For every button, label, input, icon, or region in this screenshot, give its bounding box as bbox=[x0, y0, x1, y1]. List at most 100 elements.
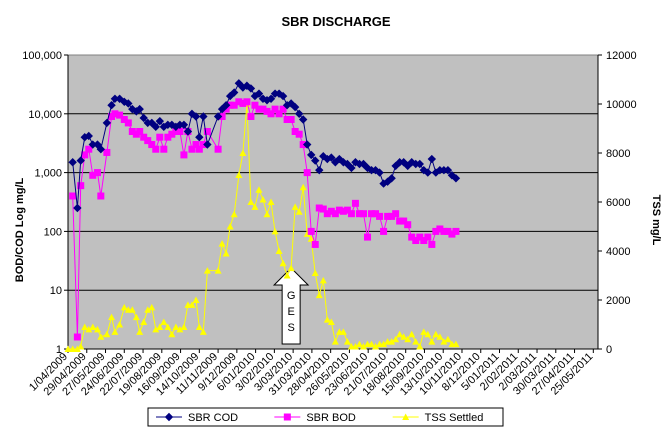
data-point-bod bbox=[319, 205, 327, 213]
data-point-tss bbox=[424, 330, 432, 338]
data-point-bod bbox=[97, 192, 105, 200]
data-point-tss bbox=[392, 335, 400, 343]
data-point-tss bbox=[287, 264, 295, 272]
data-point-cod bbox=[234, 79, 244, 88]
data-point-cod bbox=[375, 168, 384, 177]
data-point-cod bbox=[290, 102, 300, 112]
data-point-tss bbox=[388, 338, 396, 345]
data-point-bod bbox=[416, 233, 424, 241]
data-point-bod bbox=[136, 128, 144, 136]
data-point-cod bbox=[76, 156, 85, 165]
data-point-cod bbox=[229, 88, 239, 97]
y-tick-label: 1 bbox=[56, 344, 62, 356]
data-point-bod bbox=[343, 206, 351, 214]
data-point-cod bbox=[311, 156, 320, 165]
data-point-tss bbox=[136, 328, 144, 335]
data-point-bod bbox=[188, 145, 196, 153]
data-point-tss bbox=[235, 171, 243, 179]
data-point-cod bbox=[84, 131, 93, 141]
data-point-tss bbox=[420, 328, 428, 335]
data-point-tss bbox=[116, 321, 124, 328]
data-point-cod bbox=[68, 158, 77, 167]
data-point-bod bbox=[168, 130, 176, 138]
data-point-cod bbox=[199, 112, 208, 121]
y-tick-label: 100 bbox=[44, 226, 62, 238]
data-point-bod bbox=[255, 105, 263, 113]
data-point-bod bbox=[396, 217, 404, 225]
data-point-tss bbox=[311, 269, 319, 277]
plot-area bbox=[67, 54, 599, 350]
y2-tick-label: 6000 bbox=[606, 197, 630, 209]
data-point-bod bbox=[89, 171, 97, 179]
data-point-cod bbox=[347, 163, 356, 173]
data-point-bod bbox=[327, 207, 335, 215]
data-point-bod bbox=[81, 151, 89, 159]
data-point-tss bbox=[400, 333, 408, 340]
data-point-bod bbox=[372, 210, 380, 218]
data-point-tss bbox=[359, 343, 367, 350]
data-point-tss bbox=[214, 267, 222, 274]
data-point-bod bbox=[247, 112, 255, 120]
data-point-bod bbox=[176, 128, 184, 136]
data-point-tss bbox=[160, 318, 168, 326]
data-point-bod bbox=[73, 333, 81, 341]
data-point-tss bbox=[164, 323, 172, 330]
data-point-bod bbox=[128, 128, 136, 136]
data-point-tss bbox=[295, 208, 303, 215]
data-point-bod bbox=[359, 210, 367, 218]
data-point-bod bbox=[259, 105, 267, 113]
data-point-tss bbox=[343, 338, 351, 345]
data-point-cod bbox=[124, 99, 133, 108]
data-point-tss bbox=[319, 276, 327, 284]
data-point-bod bbox=[376, 212, 384, 220]
data-point-bod bbox=[148, 141, 156, 149]
data-point-tss bbox=[408, 330, 416, 338]
data-point-cod bbox=[107, 101, 116, 110]
data-point-cod bbox=[315, 165, 324, 175]
data-point-bod bbox=[69, 192, 77, 200]
y2-axis-title: TSS mg/L bbox=[650, 195, 662, 246]
y-axis-title: BOD/COD Log mg/L bbox=[14, 177, 26, 282]
data-point-cod bbox=[443, 165, 453, 175]
y2-tick-label: 8000 bbox=[606, 148, 630, 160]
data-point-bod bbox=[295, 130, 303, 138]
data-point-tss bbox=[303, 230, 311, 237]
data-point-cod bbox=[183, 127, 193, 136]
data-point-tss bbox=[180, 323, 188, 330]
data-point-tss bbox=[444, 335, 452, 343]
ges-annotation-arrow bbox=[272, 267, 310, 345]
data-point-tss bbox=[93, 325, 101, 333]
data-point-cod bbox=[213, 112, 223, 121]
legend-box bbox=[147, 407, 504, 427]
data-point-cod bbox=[359, 159, 368, 169]
data-point-cod bbox=[254, 89, 264, 98]
data-point-bod bbox=[124, 119, 132, 127]
data-point-bod bbox=[424, 233, 432, 241]
data-point-tss bbox=[144, 306, 152, 313]
data-point-bod bbox=[440, 227, 448, 235]
data-point-bod bbox=[448, 230, 456, 238]
data-point-bod bbox=[339, 207, 347, 215]
data-point-bod bbox=[347, 210, 355, 218]
data-point-tss bbox=[247, 198, 255, 205]
y2-tick-label: 2000 bbox=[606, 295, 630, 307]
data-point-tss bbox=[148, 303, 156, 311]
data-point-tss bbox=[222, 249, 230, 257]
data-point-bod bbox=[263, 107, 271, 115]
data-point-cod bbox=[102, 118, 112, 128]
data-point-bod bbox=[140, 133, 148, 141]
data-point-cod bbox=[73, 203, 82, 213]
data-point-bod bbox=[452, 227, 460, 235]
data-point-tss bbox=[339, 328, 347, 335]
data-point-bod bbox=[400, 217, 408, 225]
data-point-tss bbox=[226, 223, 234, 230]
data-point-bod bbox=[180, 151, 188, 159]
data-point-cod bbox=[195, 132, 204, 142]
data-point-bod bbox=[291, 128, 299, 136]
data-point-cod bbox=[96, 144, 106, 154]
data-point-cod bbox=[139, 113, 148, 123]
data-point-bod bbox=[152, 145, 160, 153]
data-point-cod bbox=[191, 112, 201, 121]
data-point-bod bbox=[195, 145, 203, 153]
